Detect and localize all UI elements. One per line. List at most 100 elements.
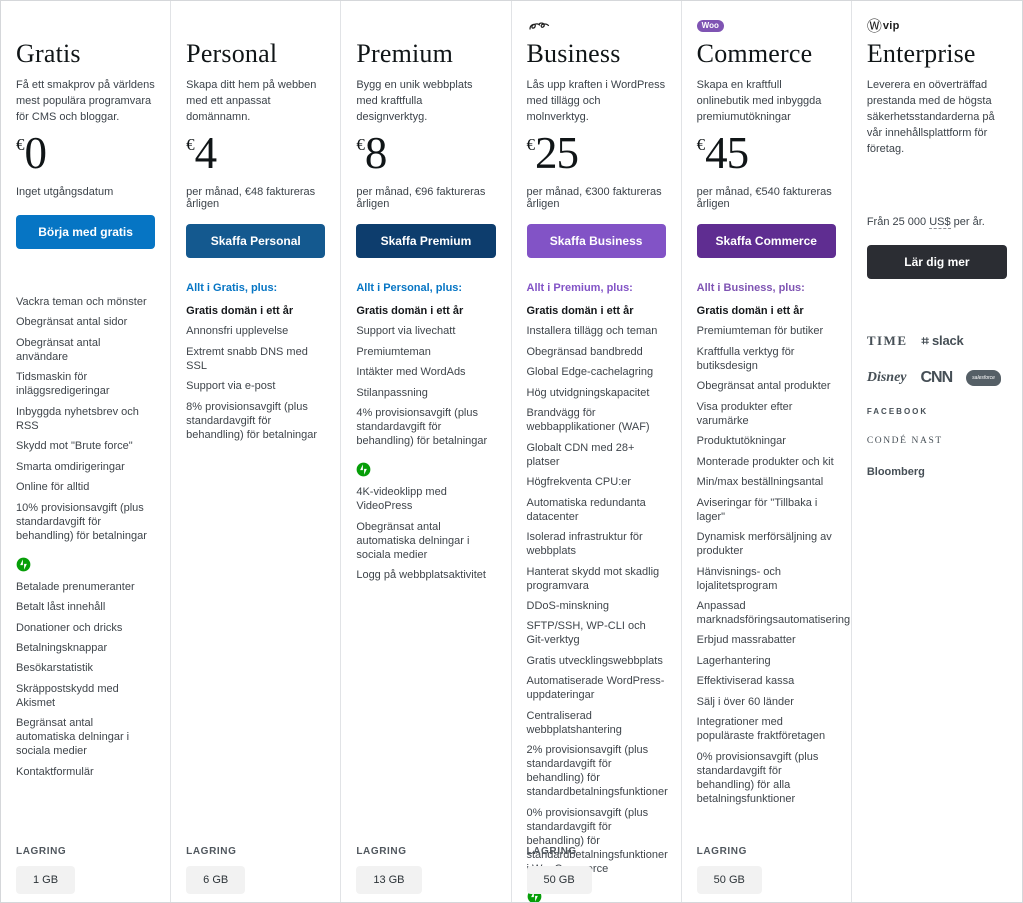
plan-logo-slot xyxy=(527,15,666,37)
storage-section: LAGRING 50 GB xyxy=(696,846,836,894)
price-note: Inget utgångsdatum xyxy=(16,186,114,198)
plan-title: Enterprise xyxy=(866,39,976,68)
feature-item: Support via livechatt xyxy=(356,325,456,338)
feature-item: Monterade produkter och kit xyxy=(696,455,834,468)
includes-label: Allt i Gratis, plus: xyxy=(186,282,278,294)
includes-label: Allt i Premium, plus: xyxy=(526,282,633,294)
plan-price: € 8 xyxy=(356,128,495,182)
price-note-underlined: US$ xyxy=(929,215,951,229)
customer-logos: TIME ⌗ slack Disney CNN salesforce FACEBOOK CO… xyxy=(867,333,1007,478)
facebook-logo: FACEBOOK xyxy=(866,406,929,416)
plan-price: € 25 xyxy=(526,131,666,182)
cnn-logo: CNN xyxy=(920,368,954,386)
jetpack-icon xyxy=(356,462,371,477)
plan-title: Gratis xyxy=(16,39,81,68)
plan-column-gratis: Gratis Få ett smakprov på världens mest … xyxy=(1,1,172,902)
feature-item: Anpassad marknadsföringsautomatisering xyxy=(696,600,851,626)
feature-item: SFTP/SSH, WP-CLI och Git-verktyg xyxy=(526,620,646,647)
extras-area: Betalade prenumeranter Betalt låst innehå… xyxy=(16,557,155,780)
price-note: per månad, €540 faktureras årligen xyxy=(696,186,832,210)
plan-price: € 45 xyxy=(696,128,836,182)
feature-item: Gratis utvecklingswebbplats xyxy=(526,654,663,667)
feature-item: 0% provisionsavgift (plus standardavgift… xyxy=(526,806,668,875)
plan-title: Premium xyxy=(356,39,454,68)
plan-price: € 4 xyxy=(186,128,325,182)
price-currency: € xyxy=(186,135,195,154)
slack-logo: ⌗ slack xyxy=(921,332,964,348)
storage-chip: 50 GB xyxy=(526,866,592,894)
price-amount: 4 xyxy=(194,128,217,178)
feature-item: Obegränsad bandbredd xyxy=(526,345,643,358)
commerce-cta-button[interactable]: Skaffa Commerce xyxy=(696,224,836,258)
feature-item: Global Edge-cachelagring xyxy=(526,366,654,379)
jetpack-feature-item: Logg på webbplatsaktivitet xyxy=(356,569,486,582)
jetpack-feature-item: Donationer och dricks xyxy=(16,621,123,634)
feature-list: Gratis domän i ett år Premiumteman för bu… xyxy=(696,305,851,807)
feature-item: Support via e-post xyxy=(186,380,276,393)
premium-cta-button[interactable]: Skaffa Premium xyxy=(356,224,496,258)
includes-label: Allt i Business, plus: xyxy=(696,282,805,294)
feature-item: 10% provisionsavgift (plus standardavgif… xyxy=(16,501,147,542)
storage-chip: 1 GB xyxy=(16,866,76,894)
enterprise-cta-button[interactable]: Lär dig mer xyxy=(866,244,1007,279)
feature-item: Min/max beställningsantal xyxy=(696,476,824,489)
conde-nast-logo: CONDÉ NAST xyxy=(866,435,943,446)
price-note: per månad, €300 faktureras årligen xyxy=(526,186,662,210)
feature-item: Hanterat skydd mot skadlig programvara xyxy=(526,565,660,592)
storage-section: LAGRING 1 GB xyxy=(16,846,155,894)
jetpack-feature-item: Skräppostskydd med Akismet xyxy=(16,682,119,709)
price-currency: € xyxy=(696,135,706,154)
price-currency: € xyxy=(16,135,25,154)
feature-list: Gratis domän i ett år Support via livecha… xyxy=(356,305,495,449)
extras-area: 4K-videoklipp med VideoPress Obegränsat a… xyxy=(356,462,495,583)
storage-chip: 6 GB xyxy=(186,866,246,894)
business-cta-button[interactable]: Skaffa Business xyxy=(526,224,666,258)
price-note: per månad, €48 faktureras årligen xyxy=(186,186,316,210)
plan-column-premium: Premium Bygg en unik webbplats med kraft… xyxy=(341,1,512,902)
feature-item: Vackra teman och mönster xyxy=(16,296,147,308)
storage-label: LAGRING xyxy=(696,846,747,857)
jetpack-section-icon xyxy=(16,557,155,572)
jetpack-section-icon xyxy=(356,462,495,477)
feature-item: 8% provisionsavgift (plus standardavgift… xyxy=(186,400,318,441)
feature-item: Annonsfri upplevelse xyxy=(186,325,289,338)
jetpack-feature-item: Obegränsat antal automatiska delningar i… xyxy=(356,520,470,561)
wp-cloud-icon xyxy=(528,22,549,30)
storage-label: LAGRING xyxy=(16,846,67,857)
feature-item: Isolerad infrastruktur för webbplats xyxy=(526,531,643,558)
feature-list: Gratis domän i ett år Installera tillägg … xyxy=(526,305,668,876)
feature-item: Obegränsat antal produkter xyxy=(696,380,831,393)
feature-item: Inbyggda nyhetsbrev och RSS xyxy=(16,405,139,432)
personal-cta-button[interactable]: Skaffa Personal xyxy=(186,224,326,258)
feature-item: Globalt CDN med 28+ platser xyxy=(526,441,635,468)
feature-item: Aviseringar för "Tillbaka i lager" xyxy=(696,496,818,523)
plan-description: Bygg en unik webbplats med kraftfulla de… xyxy=(356,79,473,123)
feature-item: Lagerhantering xyxy=(696,654,771,667)
price-note: per månad, €96 faktureras årligen xyxy=(356,186,486,210)
jetpack-feature-item: Kontaktformulär xyxy=(16,765,94,778)
plan-logo-slot: Woo xyxy=(696,15,836,37)
plan-title: Commerce xyxy=(696,39,813,68)
vip-text: vip xyxy=(882,20,900,32)
plan-column-business: Business Lås upp kraften i WordPress med… xyxy=(512,1,682,902)
gratis-cta-button[interactable]: Börja med gratis xyxy=(16,215,156,249)
plan-description: Skapa ditt hem på webben med ett anpassa… xyxy=(186,79,317,123)
feature-item: Skydd mot "Brute force" xyxy=(16,440,133,453)
feature-item: Visa produkter efter varumärke xyxy=(696,400,793,427)
price-amount: 45 xyxy=(705,128,749,178)
feature-item: Integrationer med populäraste fraktföret… xyxy=(696,716,826,743)
woo-logo-icon: Woo xyxy=(696,20,724,32)
plan-logo-slot xyxy=(16,15,155,37)
wordpress-w-icon: Ⓦ xyxy=(866,17,882,35)
price-amount: 8 xyxy=(364,128,387,178)
feature-item: Hänvisnings- och lojalitetsprogram xyxy=(696,565,782,592)
plan-description: Leverera en oöverträffad prestanda med d… xyxy=(866,79,995,155)
price-currency: € xyxy=(526,135,536,154)
feature-item: Automatiserade WordPress-uppdateringar xyxy=(526,675,665,702)
feature-item: Gratis domän i ett år xyxy=(526,305,634,317)
storage-label: LAGRING xyxy=(186,846,237,857)
feature-item: Centraliserad webbplatshantering xyxy=(526,709,622,736)
feature-item: 0% provisionsavgift (plus standardavgift… xyxy=(696,750,819,805)
feature-item: Stilanpassning xyxy=(356,386,428,399)
